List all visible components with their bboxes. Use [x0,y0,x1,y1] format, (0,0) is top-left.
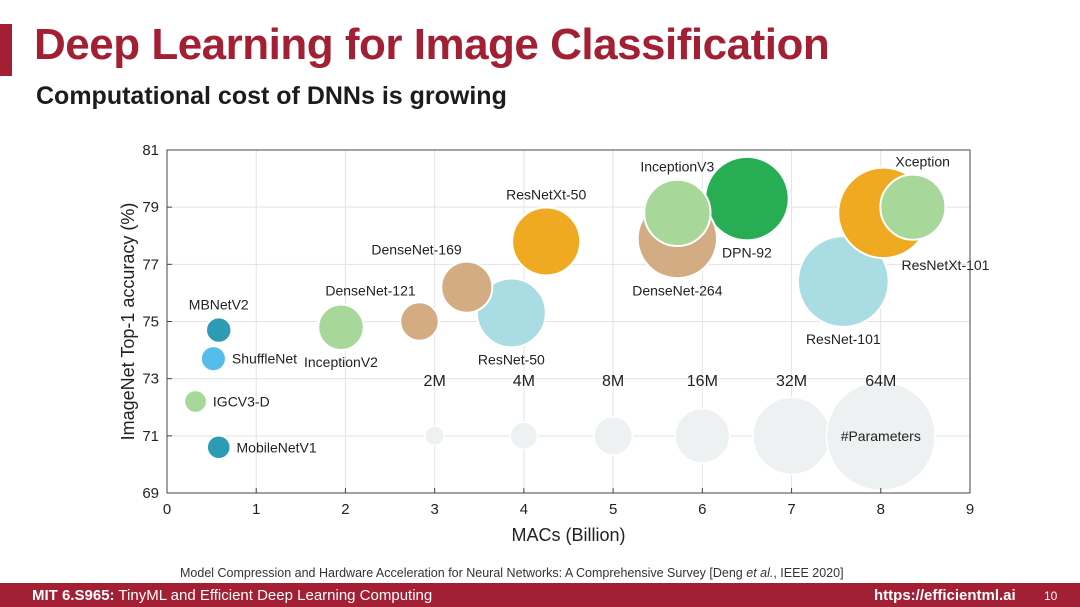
y-tick-label: 69 [142,485,159,502]
y-tick-label: 75 [142,314,159,331]
slide-subtitle: Computational cost of DNNs is growing [36,82,507,110]
data-label: InceptionV3 [640,159,714,175]
x-tick-label: 9 [966,501,974,518]
data-label: Xception [895,154,949,170]
data-bubble [183,389,208,414]
data-label: DenseNet-121 [325,282,415,298]
size-legend-bubble [752,396,831,476]
size-legend-bubble [674,407,731,464]
x-axis-label: MACs (Billion) [511,525,625,545]
data-bubble [440,260,494,314]
data-bubble [205,316,233,344]
y-tick-label: 77 [142,256,159,273]
x-tick-label: 8 [877,501,885,518]
y-tick-label: 73 [142,371,159,388]
data-label: MobileNetV1 [237,439,317,455]
y-tick-label: 71 [142,428,159,445]
data-bubble [317,303,365,351]
data-bubble [475,277,547,349]
data-label: ShuffleNet [232,351,297,367]
citation-text-post: , IEEE 2020] [773,566,844,580]
x-tick-label: 6 [698,501,706,518]
citation: Model Compression and Hardware Accelerat… [180,566,844,580]
data-bubble [704,155,790,242]
y-tick-label: 79 [142,199,159,216]
data-label: ResNet-50 [478,351,545,367]
data-bubble [205,434,232,461]
data-bubble [199,345,227,373]
data-label: DenseNet-169 [371,242,461,258]
size-legend-label: 8M [602,373,624,390]
title-accent-bar [0,24,12,76]
x-tick-label: 4 [520,501,528,518]
y-axis-label: ImageNet Top-1 accuracy (%) [118,203,138,441]
data-label: MBNetV2 [189,296,249,312]
footer-course-title: TinyML and Efficient Deep Learning Compu… [114,587,433,604]
data-bubble [511,206,582,277]
data-bubble [879,173,947,241]
data-bubble [399,301,440,342]
footer-course: MIT 6.S965: TinyML and Efficient Deep Le… [32,587,432,604]
bubble-chart: MBNetV2 ShuffleNet IGCV3-D MobileNetV1 Incep… [118,142,990,545]
size-legend-label: 16M [687,373,718,390]
x-tick-label: 0 [163,501,171,518]
page-number: 10 [1044,589,1058,603]
x-tick-label: 7 [787,501,795,518]
data-label: InceptionV2 [304,354,378,370]
data-label: DenseNet-264 [632,282,722,298]
size-legend-bubble [593,415,634,456]
data-label: ResNet-101 [806,331,881,347]
x-tick-label: 1 [252,501,260,518]
footer-url[interactable]: https://efficientml.ai [874,587,1016,604]
size-legend-label: 64M [865,373,896,390]
size-legend-title: #Parameters [841,428,921,444]
citation-text-em: et al. [746,566,774,580]
slide-title: Deep Learning for Image Classification [34,20,830,69]
size-legend-label: 2M [424,373,446,390]
data-bubble [643,178,712,248]
footer-bar: MIT 6.S965: TinyML and Efficient Deep Le… [0,583,1080,607]
size-legend-bubble [424,425,446,447]
x-tick-label: 5 [609,501,617,518]
y-tick-label: 81 [142,142,159,159]
size-legend-bubble [509,421,539,451]
footer-course-code: MIT 6.S965: [32,587,115,604]
x-tick-label: 2 [341,501,349,518]
size-legend-label: 32M [776,373,807,390]
data-bubble [796,235,890,328]
citation-text-pre: Model Compression and Hardware Accelerat… [180,566,747,580]
x-tick-label: 3 [430,501,438,518]
data-label: ResNetXt-50 [506,186,586,202]
data-label: ResNetXt-101 [902,257,990,273]
data-label: IGCV3-D [213,394,270,410]
data-label: DPN-92 [722,244,772,260]
size-legend-label: 4M [513,373,535,390]
